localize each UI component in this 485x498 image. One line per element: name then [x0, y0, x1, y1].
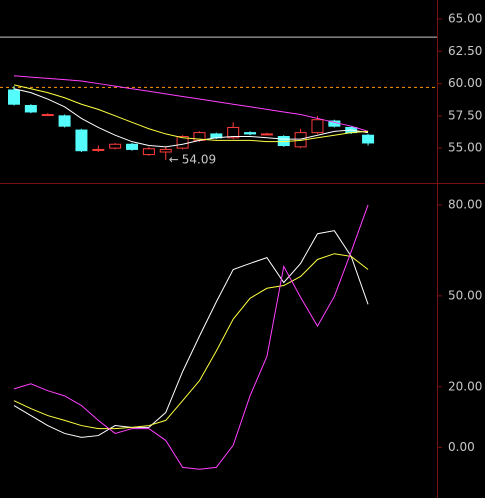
ma-line [13, 253, 369, 430]
low-arrow: ← [169, 152, 179, 166]
candle-body [176, 136, 189, 149]
y-tick-label: 60.00 [448, 76, 482, 90]
ma-line [13, 230, 369, 438]
candle-body [41, 114, 54, 117]
low-label: 54.09 [182, 152, 216, 166]
candle-body [362, 134, 375, 144]
candle-body [24, 105, 37, 113]
candle-body [244, 132, 257, 135]
ma-line [13, 204, 369, 470]
y-tick-label: 0.00 [448, 440, 475, 454]
y-tick-label: 50.00 [448, 288, 482, 302]
candle-body [260, 133, 273, 136]
ma-line [13, 88, 369, 148]
ma-line [13, 75, 369, 132]
candle-body [92, 148, 105, 151]
candle-body [8, 89, 20, 105]
y-tick-label: 20.00 [448, 379, 482, 393]
y-tick-label: 55.00 [448, 141, 482, 155]
candle-body [75, 129, 88, 152]
candle-body [109, 143, 122, 149]
candle-body [311, 119, 324, 134]
candle-body [227, 126, 240, 139]
y-tick-label: 80.00 [448, 197, 482, 211]
y-tick-label: 65.00 [448, 11, 482, 25]
candle-body [126, 143, 139, 150]
ma-line [13, 84, 369, 143]
y-tick-label: 62.50 [448, 44, 482, 58]
candle-body [159, 148, 172, 153]
candle-body [58, 115, 71, 127]
candle-body [142, 148, 155, 156]
y-tick-label: 57.50 [448, 108, 482, 122]
